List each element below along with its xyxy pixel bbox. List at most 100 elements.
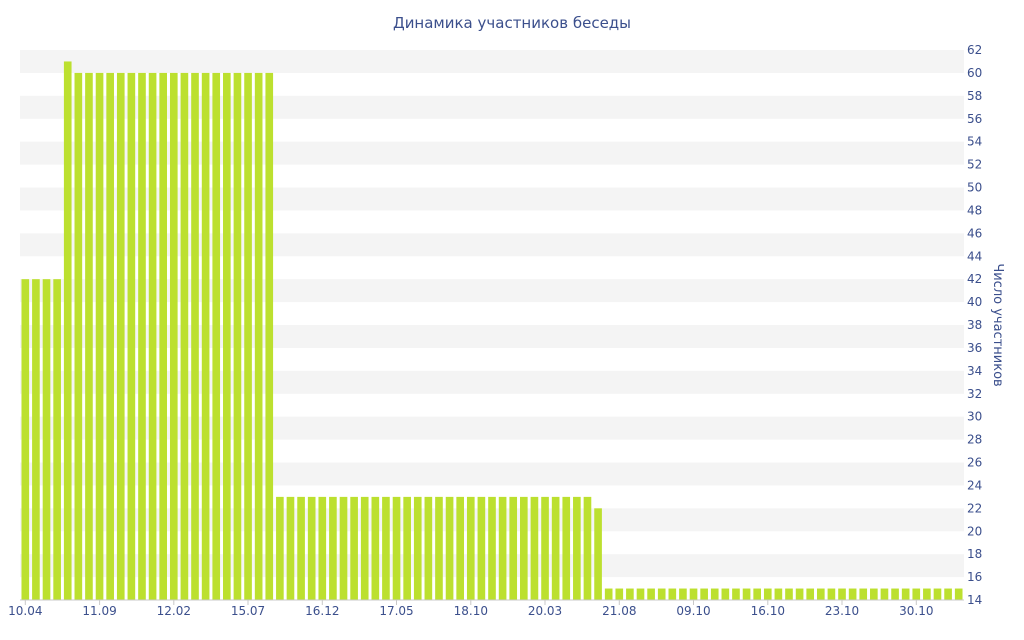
bar — [21, 279, 30, 600]
y-tick-label: 48 — [967, 203, 982, 217]
bar — [732, 588, 740, 600]
y-tick-label: 24 — [967, 478, 982, 492]
y-tick-label: 18 — [967, 547, 982, 561]
bar — [138, 72, 146, 601]
bar — [244, 72, 252, 601]
x-tick-label: 20.03 — [528, 604, 562, 618]
bar — [721, 588, 730, 600]
x-tick-label: 30.10 — [899, 604, 933, 618]
x-tick-label: 21.08 — [602, 604, 636, 618]
y-axis-label: Число участников — [990, 263, 1005, 386]
y-tick-label: 50 — [967, 181, 982, 195]
bar — [573, 496, 581, 601]
bar — [223, 72, 231, 601]
bar — [127, 72, 136, 601]
x-tick-label: 12.02 — [157, 604, 191, 618]
bar — [435, 496, 443, 601]
bar — [604, 588, 613, 600]
bar — [944, 588, 952, 600]
y-tick-label: 38 — [967, 318, 982, 332]
bar — [689, 588, 698, 600]
bar — [859, 588, 868, 600]
bar — [392, 496, 401, 601]
x-tick-label: 16.12 — [305, 604, 339, 618]
bar — [816, 588, 825, 600]
y-tick-label: 60 — [967, 66, 982, 80]
bar — [42, 279, 51, 600]
bar — [806, 588, 815, 600]
bar — [700, 588, 708, 600]
bar — [466, 496, 475, 601]
bar — [541, 496, 549, 601]
x-axis-ticks: 10.04 11.09 12.02 15.07 16.12 17.05 18.10 20.03… — [8, 600, 933, 618]
bar — [265, 72, 274, 601]
bar — [360, 496, 369, 601]
bar — [254, 72, 263, 601]
bar — [763, 588, 772, 600]
y-tick-label: 20 — [967, 524, 982, 538]
y-tick-label: 42 — [967, 272, 982, 286]
bar — [297, 496, 305, 601]
y-tick-label: 40 — [967, 295, 982, 309]
bar — [954, 588, 963, 600]
bar — [382, 496, 390, 601]
y-tick-label: 14 — [967, 593, 982, 607]
bar — [870, 588, 878, 600]
x-tick-label: 15.07 — [231, 604, 265, 618]
bar — [562, 496, 571, 601]
bar — [85, 72, 93, 601]
bars-group — [21, 61, 963, 601]
x-tick-label: 18.10 — [454, 604, 488, 618]
bar — [679, 588, 687, 600]
bar — [520, 496, 528, 601]
bar — [191, 72, 199, 601]
x-tick-label: 11.09 — [82, 604, 116, 618]
bar — [477, 496, 486, 601]
bar — [774, 588, 783, 600]
bar — [551, 496, 560, 601]
bar — [742, 588, 751, 600]
bar — [329, 496, 337, 601]
bar — [594, 508, 602, 600]
bar — [169, 72, 178, 601]
bar — [74, 72, 83, 601]
bar — [148, 72, 157, 601]
bar — [307, 496, 316, 601]
x-tick-label: 09.10 — [676, 604, 710, 618]
y-tick-label: 46 — [967, 226, 982, 240]
y-tick-label: 32 — [967, 387, 982, 401]
bar — [233, 72, 242, 601]
bar — [32, 279, 40, 600]
bar — [626, 588, 634, 600]
x-tick-label: 16.10 — [751, 604, 785, 618]
bar — [795, 588, 804, 600]
bar — [488, 496, 496, 601]
x-tick-label: 23.10 — [825, 604, 859, 618]
y-tick-label: 36 — [967, 341, 982, 355]
y-tick-label: 56 — [967, 112, 982, 126]
y-tick-label: 62 — [967, 43, 982, 57]
bar — [159, 72, 168, 601]
bar — [53, 279, 61, 600]
bar — [710, 588, 719, 600]
y-tick-label: 44 — [967, 249, 982, 263]
bar — [286, 496, 295, 601]
bar — [95, 72, 104, 601]
bar — [838, 588, 846, 600]
bar — [880, 588, 889, 600]
bar — [827, 588, 836, 600]
y-tick-label: 26 — [967, 456, 982, 470]
x-tick-label: 17.05 — [379, 604, 413, 618]
y-tick-label: 58 — [967, 89, 982, 103]
y-tick-label: 34 — [967, 364, 982, 378]
bar — [63, 61, 72, 600]
bar — [318, 496, 327, 601]
bar — [530, 496, 539, 601]
bar — [445, 496, 454, 601]
bar — [106, 72, 114, 601]
y-tick-label: 16 — [967, 570, 982, 584]
bar — [923, 588, 931, 600]
grid-band — [20, 50, 964, 73]
bar — [647, 588, 655, 600]
